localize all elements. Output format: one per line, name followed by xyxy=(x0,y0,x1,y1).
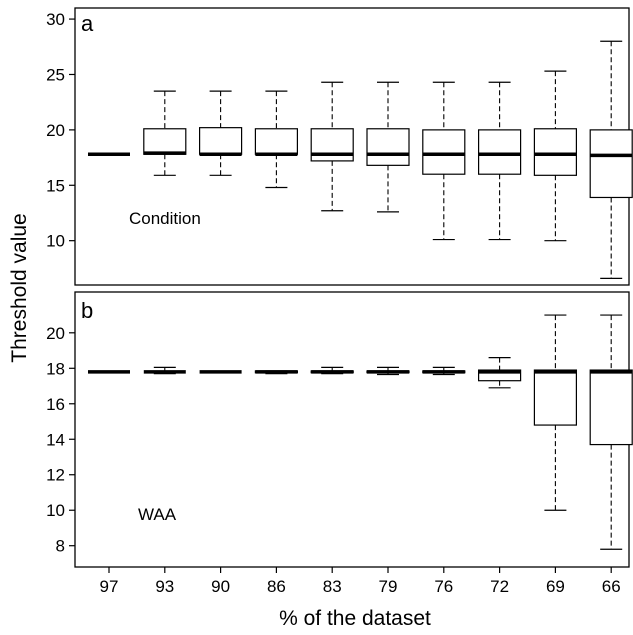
panel-a-box-72 xyxy=(478,81,522,241)
iqr-box xyxy=(143,128,187,155)
panel-a-box-93 xyxy=(143,90,187,176)
panel-b-box-69 xyxy=(533,314,578,511)
iqr-box xyxy=(478,369,522,382)
panel-b: b WAA 8 10 12 14 16 18 20 xyxy=(46,291,633,568)
panel-b-box-83 xyxy=(310,366,354,375)
panel-b-y-tick-label: 16 xyxy=(46,395,65,414)
panel-b-y-axis: 8 10 12 14 16 18 20 xyxy=(46,324,75,556)
panel-a-box-86 xyxy=(254,90,298,189)
panel-a-y-tick-label: 15 xyxy=(46,176,65,195)
panel-b-box-93 xyxy=(143,366,186,375)
x-tick-label: 97 xyxy=(100,577,119,596)
iqr-box xyxy=(422,129,466,175)
panel-a-y-tick-label: 10 xyxy=(46,232,65,251)
panel-a-box-66 xyxy=(589,40,633,279)
panel-b-y-tick-label: 12 xyxy=(46,466,65,485)
panel-b-box-66 xyxy=(589,314,633,550)
panel-b-y-tick-label: 8 xyxy=(56,537,65,556)
panel-a-box-69 xyxy=(533,70,578,242)
panel-b-frame xyxy=(74,291,630,568)
panel-a-y-tick-label: 30 xyxy=(46,10,65,29)
panel-a-label: a xyxy=(81,11,94,36)
panel-a-box-76 xyxy=(422,81,466,241)
x-tick-label: 66 xyxy=(602,577,621,596)
panel-b-box-76 xyxy=(422,366,466,376)
panel-a-y-tick-label: 20 xyxy=(46,121,65,140)
panel-b-box-72 xyxy=(478,357,522,389)
iqr-box xyxy=(199,127,243,155)
panel-b-boxes xyxy=(88,314,633,550)
panel-a-annotation: Condition xyxy=(129,209,201,228)
panel-a-box-90 xyxy=(199,90,243,176)
x-tick-label: 86 xyxy=(267,577,286,596)
panel-b-box-86 xyxy=(254,370,298,375)
iqr-box xyxy=(589,129,633,199)
panel-a-y-axis: 10 15 20 25 30 xyxy=(46,10,75,251)
y-axis-title: Threshold value xyxy=(8,213,31,362)
x-axis: 97 93 90 86 83 79 76 72 69 66 xyxy=(100,567,621,596)
x-tick-label: 72 xyxy=(490,577,509,596)
iqr-box xyxy=(310,128,354,162)
iqr-box xyxy=(366,128,410,166)
panel-b-y-tick-label: 18 xyxy=(46,359,65,378)
x-tick-label: 90 xyxy=(211,577,230,596)
panel-b-annotation: WAA xyxy=(138,505,177,524)
panel-b-box-79 xyxy=(366,366,410,376)
panel-b-y-tick-label: 14 xyxy=(46,430,65,449)
x-tick-label: 76 xyxy=(434,577,453,596)
x-tick-label: 69 xyxy=(546,577,565,596)
panel-b-label: b xyxy=(81,298,93,323)
iqr-box xyxy=(478,129,522,175)
panel-a-y-tick-label: 25 xyxy=(46,65,65,84)
x-axis-title: % of the dataset xyxy=(279,607,431,630)
x-tick-label: 93 xyxy=(155,577,174,596)
iqr-box xyxy=(533,369,578,426)
x-tick-label: 79 xyxy=(379,577,398,596)
panel-a-box-79 xyxy=(366,81,410,213)
iqr-box xyxy=(254,128,298,155)
panel-b-y-tick-label: 20 xyxy=(46,324,65,343)
panel-b-y-tick-label: 10 xyxy=(46,501,65,520)
iqr-box xyxy=(533,128,578,176)
panel-a-boxes xyxy=(88,40,633,279)
x-tick-label: 83 xyxy=(323,577,342,596)
iqr-box xyxy=(589,369,633,446)
panel-a-box-83 xyxy=(310,81,354,212)
panel-a: a Condition 10 15 20 25 30 xyxy=(46,7,633,286)
